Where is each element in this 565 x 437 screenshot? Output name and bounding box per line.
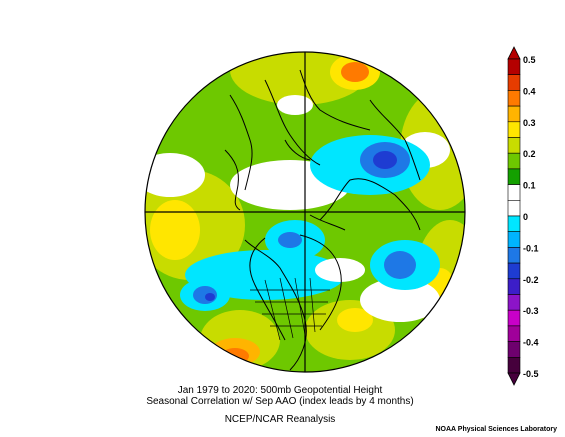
colorbar-tick-label: 0.1 [523,181,536,191]
colorbar-cell [507,105,521,123]
colorbar: 0.5 0.4 0.3 0.2 0.1 0 -0.1 -0.2 -0.3 -0.4 -0.5 [507,46,539,386]
colorbar-cell [507,58,521,75]
colorbar-tick-label: 0.3 [523,118,536,128]
polar-correlation-map [144,51,466,373]
colorbar-cell [507,309,521,327]
lab-credit: NOAA Physical Sciences Laboratory [435,426,557,433]
colorbar-cell [507,231,521,248]
colorbar-tick-label: -0.2 [523,275,539,285]
colorbar-cell [507,215,521,232]
caption-title: Jan 1979 to 2020: 500mb Geopotential Hei… [177,385,383,396]
colorbar-cell [507,262,521,280]
colorbar-tick-label: 0.5 [523,55,536,65]
colorbar-tick-label: -0.3 [523,306,539,316]
colorbar-cell [507,325,521,342]
colorbar-cell [507,294,521,311]
colorbar-cell [507,200,521,217]
colorbar-top-arrow [507,46,521,60]
colorbar-tick-label: -0.1 [523,243,539,253]
colorbar-cell [507,341,521,358]
colorbar-cell [507,137,521,154]
colorbar-cell [507,168,521,185]
caption-subtitle: Seasonal Correlation w/ Sep AAO (index l… [146,396,414,407]
colorbar-cell [507,121,521,138]
colorbar-cell [507,90,521,107]
colorbar-tick-label: -0.5 [523,369,539,379]
colorbar-cell [507,74,521,91]
colorbar-tick-label: 0 [523,212,528,222]
caption-dataset: NCEP/NCAR Reanalysis [224,414,336,425]
colorbar-tick-label: -0.4 [523,338,539,348]
state-boundaries [250,277,330,341]
colorbar-bottom-arrow [507,372,521,386]
colorbar-cell [507,184,521,201]
coastlines [224,69,421,371]
colorbar-cell [507,152,521,170]
colorbar-cell [507,356,521,374]
colorbar-tick-label: 0.4 [523,86,536,96]
colorbar-cell [507,247,521,264]
colorbar-cell [507,278,521,295]
colorbar-tick-label: 0.2 [523,149,536,159]
